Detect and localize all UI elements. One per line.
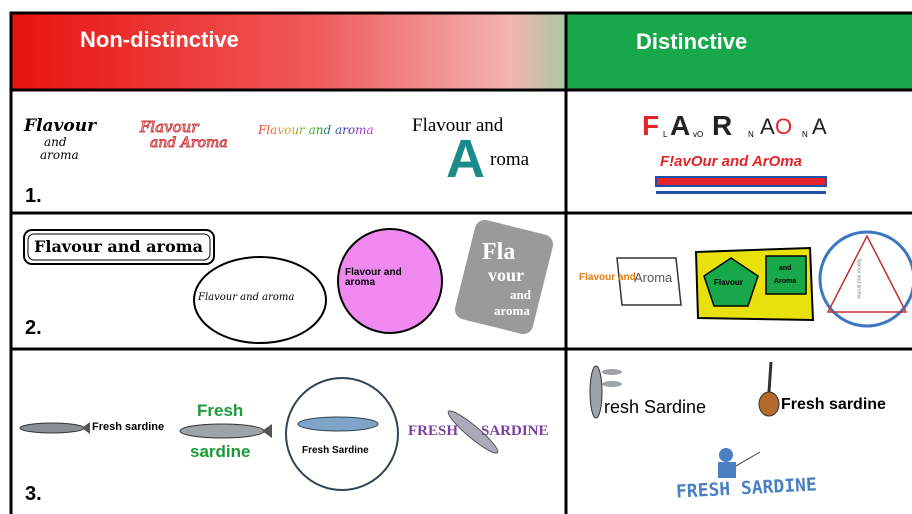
logo-text: Fla <box>482 239 516 265</box>
stripe <box>655 176 827 187</box>
logo-letter: L <box>663 130 668 139</box>
stripe <box>656 191 826 194</box>
circle <box>818 230 912 328</box>
logo-text: Aroma <box>634 270 673 285</box>
logo-text: A <box>446 129 485 189</box>
logo-text: aroma <box>40 148 79 162</box>
header-left-bg <box>10 12 566 90</box>
fish <box>19 422 85 434</box>
guitar <box>758 391 780 417</box>
logo-text: and <box>779 265 792 272</box>
logo-letter: O <box>775 114 793 139</box>
logo-letter: A <box>760 114 775 139</box>
box <box>23 229 215 265</box>
logo-text: Fresh <box>197 401 244 420</box>
logo-letter: N <box>802 130 808 139</box>
logo-text: Flavour and <box>412 115 504 136</box>
logo-text: flavour and aroma <box>855 258 862 299</box>
fisher <box>718 462 736 478</box>
box <box>27 233 211 261</box>
row-number: 2. <box>25 317 42 339</box>
ellipse <box>193 256 327 344</box>
logo-text: Flavour <box>714 278 743 287</box>
fish-tail <box>82 422 90 434</box>
logo-text: Aroma <box>774 278 797 285</box>
logo-text: Fresh sardine <box>92 421 165 433</box>
header-left: Non-distinctive <box>80 27 239 52</box>
fish <box>589 365 603 419</box>
logo-text: Flavour and aroma <box>258 123 374 137</box>
logo-letter: A <box>812 114 827 139</box>
grey-card <box>454 219 554 335</box>
triangle <box>826 234 908 313</box>
fish <box>447 410 499 454</box>
logo-text: FRESH <box>408 423 459 439</box>
logo-text: Fresh sardine <box>781 396 886 413</box>
logo-text: sardine <box>190 442 251 461</box>
fish-tail <box>262 424 272 438</box>
logo-text: Flavour and <box>579 272 636 283</box>
guitar-neck <box>767 361 773 393</box>
circle <box>337 228 443 334</box>
logo-text: aroma <box>494 303 530 318</box>
logo-text: and <box>44 135 67 149</box>
logo-letter: A <box>670 110 691 141</box>
logo-text: roma <box>490 149 530 170</box>
logo-letter: N <box>748 130 754 139</box>
logo-letter: R <box>712 110 733 141</box>
logo-text: F!avOur and ArOma <box>660 153 802 170</box>
logo-text: SARDINE <box>481 423 549 439</box>
row-number: 1. <box>25 185 42 207</box>
logo-letter: vO <box>693 130 704 139</box>
circle <box>285 377 399 491</box>
logo-text: Flavour <box>24 116 97 136</box>
logo-text: resh Sardine <box>604 397 707 417</box>
logo-text: vour <box>488 265 524 285</box>
fish <box>179 423 265 439</box>
rod <box>735 451 761 467</box>
square <box>765 255 807 295</box>
row-number: 3. <box>25 483 42 505</box>
logo-text: Flavour and aroma <box>198 292 295 303</box>
logo-text: and <box>510 287 531 302</box>
logo-letter: F <box>642 110 660 141</box>
header-right: Distinctive <box>636 29 748 54</box>
logo-text: Flavour and aroma <box>34 237 203 256</box>
header-right-bg <box>566 12 912 90</box>
fish <box>602 369 622 375</box>
fisher <box>719 448 733 462</box>
logo-text: and Aroma <box>150 135 229 151</box>
logo-text: Flavour <box>139 118 199 136</box>
pentagon <box>703 257 759 307</box>
fish <box>297 416 379 432</box>
trapezoid <box>616 257 682 306</box>
logo-text: Fresh Sardine <box>302 445 369 456</box>
table-borders <box>9 11 912 514</box>
fish <box>602 381 622 387</box>
logo-text: Flavour and aroma <box>345 267 402 288</box>
